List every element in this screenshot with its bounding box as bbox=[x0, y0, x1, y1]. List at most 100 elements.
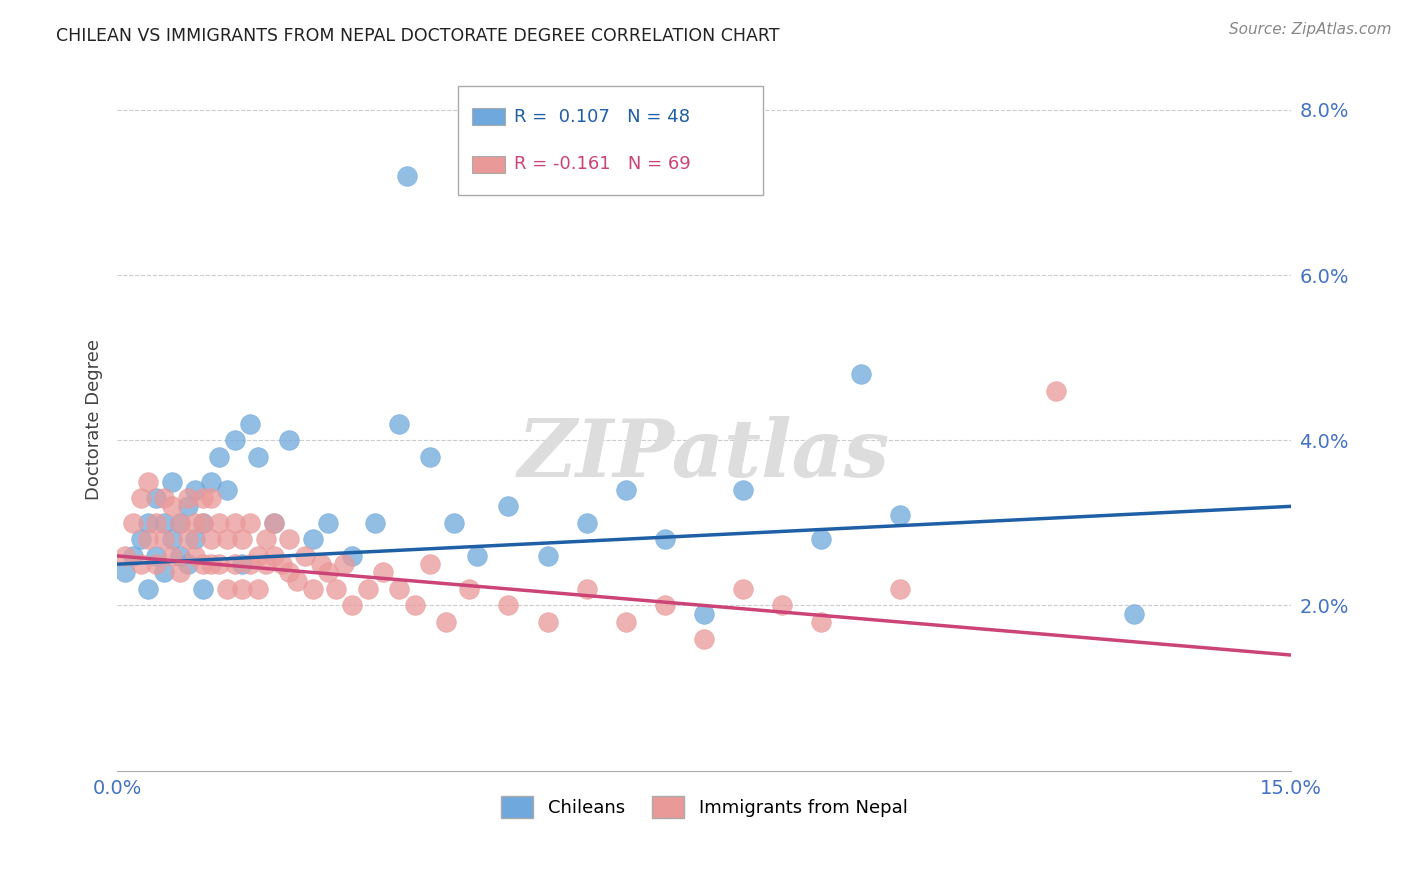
Point bbox=[193, 516, 215, 530]
Point bbox=[278, 533, 301, 547]
Point bbox=[263, 549, 285, 563]
Point bbox=[160, 500, 183, 514]
Point bbox=[325, 582, 347, 596]
Point bbox=[318, 566, 340, 580]
Point bbox=[614, 615, 637, 629]
Point bbox=[395, 169, 418, 183]
Point bbox=[184, 533, 207, 547]
Point bbox=[184, 549, 207, 563]
Point bbox=[145, 491, 167, 505]
Point bbox=[176, 491, 198, 505]
FancyBboxPatch shape bbox=[471, 156, 505, 173]
Text: R = -0.161   N = 69: R = -0.161 N = 69 bbox=[515, 155, 690, 173]
Point bbox=[193, 491, 215, 505]
Point bbox=[575, 582, 598, 596]
Point bbox=[160, 533, 183, 547]
Point bbox=[193, 557, 215, 571]
Point bbox=[208, 516, 231, 530]
Point bbox=[176, 533, 198, 547]
Point bbox=[145, 549, 167, 563]
Point bbox=[536, 615, 558, 629]
Point bbox=[373, 566, 395, 580]
Point bbox=[733, 582, 755, 596]
Point bbox=[160, 549, 183, 563]
Point bbox=[254, 557, 277, 571]
Point bbox=[434, 615, 457, 629]
Point bbox=[356, 582, 378, 596]
Point bbox=[301, 533, 323, 547]
Point bbox=[215, 582, 238, 596]
Point bbox=[294, 549, 316, 563]
Point bbox=[129, 557, 152, 571]
Point bbox=[443, 516, 465, 530]
Point bbox=[153, 516, 176, 530]
Point bbox=[200, 557, 222, 571]
Point bbox=[333, 557, 356, 571]
Point bbox=[849, 367, 872, 381]
Point bbox=[889, 582, 911, 596]
Point bbox=[889, 508, 911, 522]
Point bbox=[340, 549, 363, 563]
FancyBboxPatch shape bbox=[457, 86, 763, 195]
Point bbox=[536, 549, 558, 563]
Point bbox=[263, 516, 285, 530]
Point bbox=[169, 516, 191, 530]
Point bbox=[231, 582, 253, 596]
Point bbox=[364, 516, 387, 530]
Point bbox=[465, 549, 488, 563]
Point bbox=[654, 599, 676, 613]
Point bbox=[388, 582, 411, 596]
Point bbox=[138, 533, 160, 547]
Point bbox=[1123, 607, 1146, 621]
Point bbox=[153, 533, 176, 547]
Point bbox=[160, 475, 183, 489]
Point bbox=[654, 533, 676, 547]
Point bbox=[138, 475, 160, 489]
Point bbox=[419, 557, 441, 571]
Point bbox=[224, 557, 246, 571]
Point bbox=[247, 549, 270, 563]
Point bbox=[247, 582, 270, 596]
Point bbox=[121, 516, 143, 530]
Point bbox=[301, 582, 323, 596]
Point bbox=[404, 599, 426, 613]
Point bbox=[270, 557, 292, 571]
Point bbox=[575, 516, 598, 530]
Point bbox=[145, 557, 167, 571]
Point bbox=[200, 533, 222, 547]
Point bbox=[169, 566, 191, 580]
Point bbox=[693, 632, 716, 646]
Point bbox=[614, 483, 637, 497]
Point bbox=[247, 450, 270, 464]
Point bbox=[285, 574, 308, 588]
Point bbox=[693, 607, 716, 621]
Point bbox=[340, 599, 363, 613]
FancyBboxPatch shape bbox=[471, 108, 505, 125]
Point bbox=[231, 533, 253, 547]
Point bbox=[176, 500, 198, 514]
Point bbox=[153, 566, 176, 580]
Point bbox=[263, 516, 285, 530]
Point bbox=[138, 582, 160, 596]
Point bbox=[733, 483, 755, 497]
Point bbox=[193, 516, 215, 530]
Point bbox=[193, 582, 215, 596]
Point bbox=[169, 549, 191, 563]
Point bbox=[770, 599, 793, 613]
Point bbox=[278, 566, 301, 580]
Point bbox=[498, 599, 520, 613]
Text: R =  0.107   N = 48: R = 0.107 N = 48 bbox=[515, 108, 690, 126]
Point bbox=[239, 557, 262, 571]
Point bbox=[309, 557, 332, 571]
Point bbox=[224, 516, 246, 530]
Point bbox=[176, 557, 198, 571]
Point bbox=[153, 491, 176, 505]
Text: Source: ZipAtlas.com: Source: ZipAtlas.com bbox=[1229, 22, 1392, 37]
Point bbox=[419, 450, 441, 464]
Point bbox=[318, 516, 340, 530]
Point bbox=[114, 566, 136, 580]
Point bbox=[278, 434, 301, 448]
Point bbox=[498, 500, 520, 514]
Legend: Chileans, Immigrants from Nepal: Chileans, Immigrants from Nepal bbox=[494, 789, 915, 825]
Point bbox=[1045, 384, 1067, 398]
